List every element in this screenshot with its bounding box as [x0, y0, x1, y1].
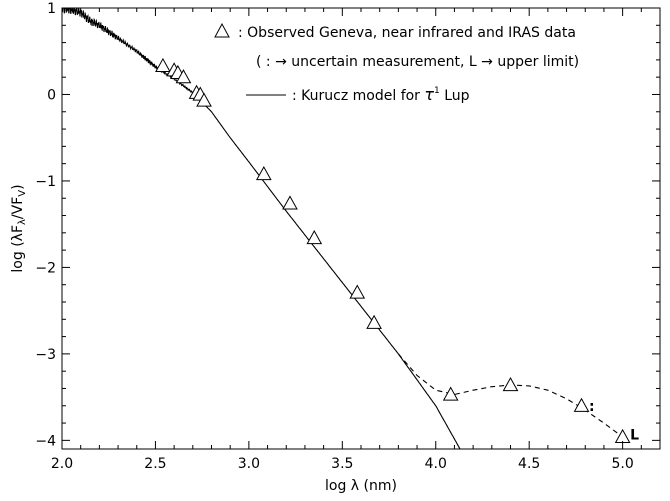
- plot-frame: [61, 7, 661, 450]
- observed-point: [155, 57, 171, 73]
- y-axis-title-end: ): [10, 184, 26, 189]
- y-axis-title: log (λFλ/VFV): [10, 184, 28, 272]
- model-group: [62, 8, 623, 449]
- x-tick-label: 3.0: [238, 456, 260, 472]
- legend-model-label: : Kurucz model for τ1 Lup: [292, 85, 470, 104]
- point-annotation: :: [589, 399, 595, 415]
- x-axis-title: log λ (nm): [325, 478, 397, 494]
- x-tick-label: 2.0: [51, 456, 73, 472]
- legend-model-prefix: : Kurucz model for: [292, 88, 424, 104]
- observed-point: [306, 229, 323, 245]
- observed-point: [502, 376, 519, 392]
- point-annotation: L: [630, 427, 639, 443]
- legend-note-label: ( : → uncertain measurement, L → upper l…: [256, 54, 579, 70]
- x-tick-label: 3.5: [331, 456, 353, 472]
- legend-model-suffix: Lup: [440, 88, 470, 104]
- y-axis-title-mid: /VF: [10, 197, 26, 219]
- legend-observed-label: : Observed Geneva, near infrared and IRA…: [238, 25, 576, 41]
- data-layer: :L: [62, 8, 639, 449]
- legend-model-tau: τ: [424, 85, 434, 104]
- observed-point: [175, 69, 192, 84]
- legend-triangle-marker: [214, 22, 230, 38]
- legend-model-sup: 1: [434, 86, 440, 96]
- y-axis-title-sub: V: [17, 190, 28, 197]
- observed-point: [614, 428, 631, 443]
- x-tick-label: 5.0: [611, 456, 633, 472]
- observed-point: [442, 386, 459, 401]
- y-axis-title-main: log (λF: [10, 225, 26, 273]
- y-tick-label: −1: [35, 174, 56, 190]
- observed-point: [573, 397, 590, 412]
- x-tick-label: 2.5: [144, 456, 166, 472]
- observed-point: [349, 284, 366, 299]
- y-tick-label: 1: [47, 1, 56, 17]
- y-tick-label: −2: [35, 260, 56, 276]
- observed-point: [282, 195, 298, 210]
- observed-point: [196, 92, 212, 107]
- axes: 2.0 2.5 3.0 3.5 4.0 4.5 5.0 1 0 −1 −2 −3 −4 log λ (nm…: [10, 1, 661, 494]
- excess-dashed-line: [397, 353, 623, 438]
- legend: : Observed Geneva, near infrared and IRA…: [214, 22, 579, 104]
- y-tick-label: 0: [47, 87, 56, 103]
- observed-point: [366, 314, 382, 329]
- x-tick-label: 4.0: [425, 456, 447, 472]
- x-tick-label: 4.5: [518, 456, 540, 472]
- y-tick-label: −4: [35, 433, 56, 449]
- y-axis-title-sub: λ: [17, 219, 28, 225]
- observed-point: [255, 165, 272, 181]
- y-tick-label: −3: [35, 347, 56, 363]
- kurucz-model-line: [62, 8, 461, 449]
